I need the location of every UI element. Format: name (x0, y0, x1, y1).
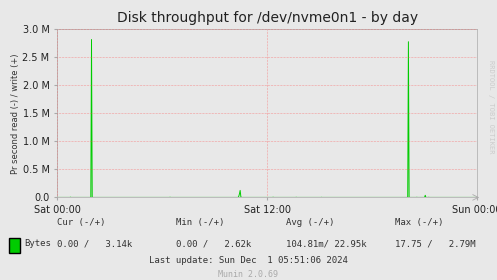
Text: 104.81m/ 22.95k: 104.81m/ 22.95k (286, 239, 366, 248)
Text: 17.75 /   2.79M: 17.75 / 2.79M (395, 239, 476, 248)
Text: 0.00 /   3.14k: 0.00 / 3.14k (57, 239, 132, 248)
Text: Avg (-/+): Avg (-/+) (286, 218, 334, 227)
Text: 0.00 /   2.62k: 0.00 / 2.62k (176, 239, 251, 248)
Text: Last update: Sun Dec  1 05:51:06 2024: Last update: Sun Dec 1 05:51:06 2024 (149, 256, 348, 265)
Text: Min (-/+): Min (-/+) (176, 218, 225, 227)
Text: Max (-/+): Max (-/+) (395, 218, 443, 227)
Text: RRDTOOL / TOBI OETIKER: RRDTOOL / TOBI OETIKER (488, 60, 494, 153)
Y-axis label: Pr second read (-) / write (+): Pr second read (-) / write (+) (10, 53, 19, 174)
Text: Munin 2.0.69: Munin 2.0.69 (219, 270, 278, 279)
Text: Cur (-/+): Cur (-/+) (57, 218, 105, 227)
Text: Bytes: Bytes (24, 239, 51, 248)
Title: Disk throughput for /dev/nvme0n1 - by day: Disk throughput for /dev/nvme0n1 - by da… (117, 11, 417, 25)
